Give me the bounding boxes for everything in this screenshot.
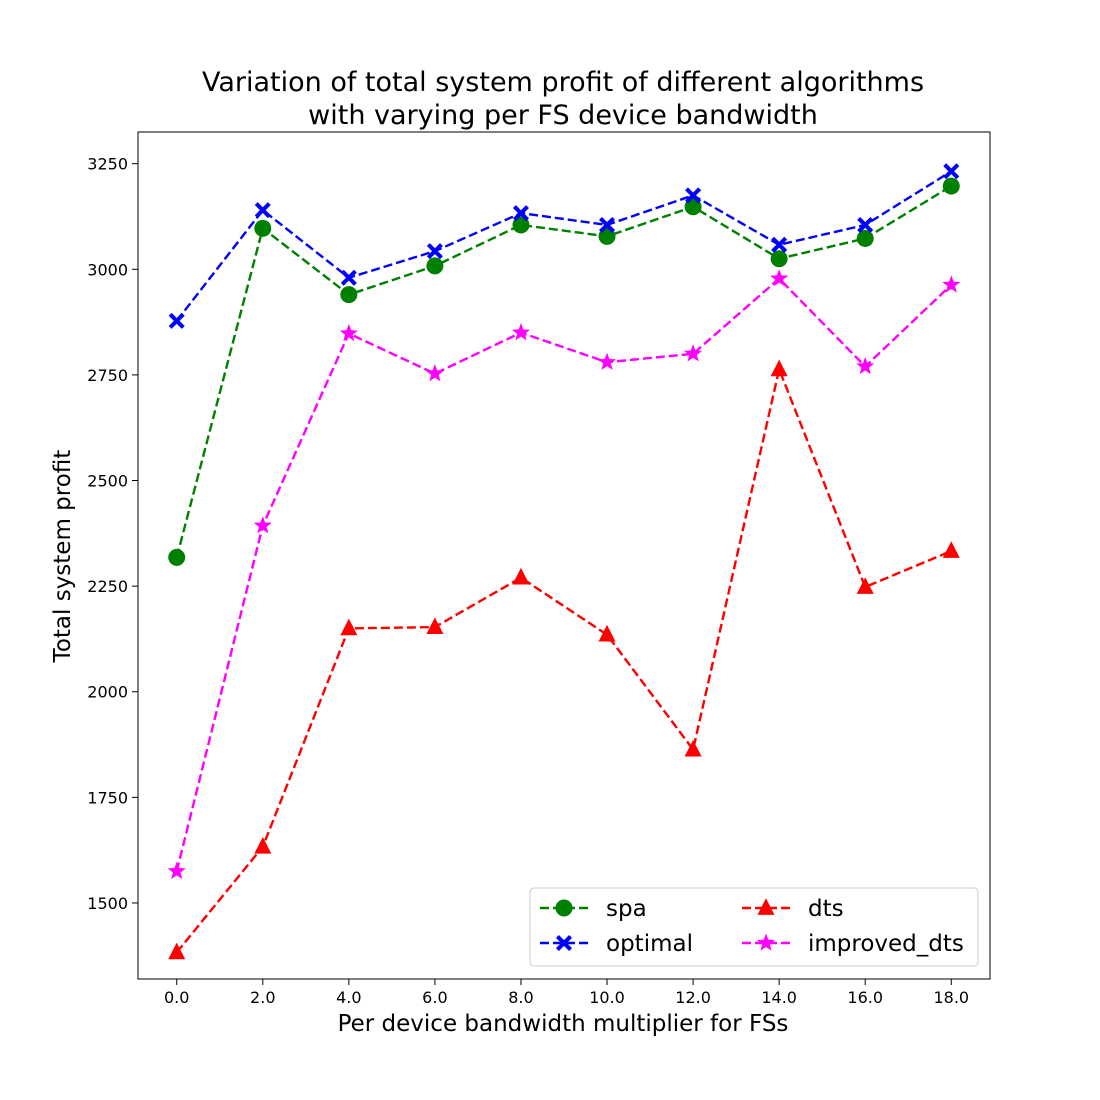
data-point [599,216,616,233]
y-tick-label: 2500 [87,472,128,491]
data-point [167,861,186,879]
series-line [175,185,952,558]
data-point [771,236,788,253]
legend-entry-dts: dts [742,896,844,922]
x-tick-label: 0.0 [164,988,189,1007]
data-point [340,618,358,636]
data-point [770,250,788,268]
x-tick-label: 18.0 [933,988,969,1007]
legend-label: improved_dts [808,931,964,957]
data-point [168,548,186,566]
legend-label: optimal [606,931,693,957]
data-point [685,187,702,204]
data-point [598,227,616,245]
data-point [253,516,272,534]
series-improved-dts [167,269,961,879]
data-point [339,324,358,342]
data-point [426,257,444,275]
data-point [856,229,874,247]
x-tick-label: 4.0 [336,988,361,1007]
series-optimal [168,163,960,329]
legend-marker [756,933,776,951]
data-point [512,216,530,234]
legend: spa optimal dts improved_dts [529,887,979,967]
data-point [684,344,703,362]
y-tick-label: 3000 [87,260,128,279]
data-point [168,942,186,960]
y-tick-label: 2000 [87,683,128,702]
x-tick-label: 16.0 [847,988,883,1007]
x-tick-label: 8.0 [508,988,533,1007]
data-point [684,739,702,757]
legend-entry-optimal: optimal [540,931,693,957]
y-tick-label: 1500 [87,894,128,913]
x-tick-label: 12.0 [675,988,711,1007]
data-point [598,352,617,370]
data-point [598,624,616,642]
x-tick-label: 14.0 [761,988,797,1007]
series-line [175,170,952,322]
data-point [426,617,444,634]
series-line [175,276,953,872]
x-axis-label: Per device bandwidth multiplier for FSs [338,1011,789,1037]
data-point [340,269,357,286]
data-point [168,312,185,329]
data-point [770,359,788,377]
y-tick-label: 3250 [87,155,128,174]
data-point [856,356,875,375]
data-point [512,567,530,585]
y-tick-label: 2250 [87,577,128,596]
data-point [425,364,444,382]
data-point [770,269,789,287]
legend-marker [556,935,572,951]
data-point [684,198,702,216]
legend-label: spa [606,896,647,922]
data-point [942,275,961,293]
legend-entry-spa: spa [540,896,647,922]
series-layer [167,163,961,960]
y-axis-label: Total system profit [50,450,76,664]
legend-marker [757,898,775,915]
chart-title-line-1: Variation of total system profit of diff… [202,67,924,98]
data-point [254,219,272,237]
data-point [511,323,530,341]
y-axis-ticks: 1500 1750 2000 2250 2500 2750 3000 3250 [87,155,138,913]
x-tick-label: 2.0 [250,988,275,1007]
series-dts [168,359,960,960]
data-point [254,202,271,219]
x-axis-ticks: 0.0 2.0 4.0 6.0 8.0 10.0 12.0 14.0 16.0 18.0 [164,979,969,1007]
data-point [254,837,272,854]
plot-frame [137,131,991,980]
y-tick-label: 1750 [87,788,128,807]
x-tick-label: 10.0 [589,988,625,1007]
data-point [942,541,960,558]
data-point [426,243,443,260]
legend-marker [555,899,573,917]
data-point [942,177,960,195]
x-tick-label: 6.0 [422,988,447,1007]
data-point [856,577,874,594]
data-point [512,205,529,222]
chart-title-line-2: with varying per FS device bandwidth [308,100,818,131]
data-point [943,163,960,180]
data-point [857,216,874,233]
data-point [340,286,358,304]
legend-frame [529,887,979,967]
series-line [175,365,952,954]
y-tick-label: 2750 [87,366,128,385]
legend-entry-improved-dts: improved_dts [742,931,964,957]
legend-label: dts [808,896,844,922]
series-spa [168,177,960,566]
